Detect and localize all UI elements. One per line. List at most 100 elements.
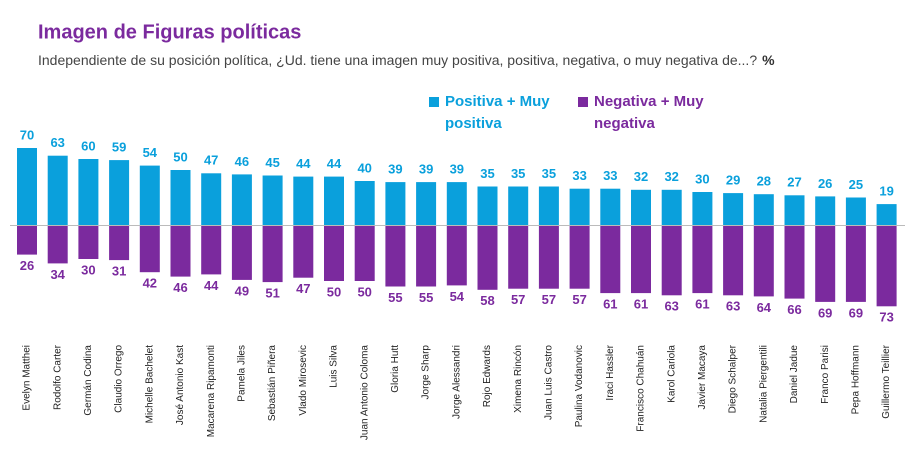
value-label: 39 — [419, 162, 433, 177]
value-label: 32 — [634, 169, 648, 184]
value-label: 28 — [757, 174, 771, 189]
bar — [876, 204, 897, 225]
bar — [508, 226, 529, 289]
bar — [538, 186, 559, 225]
value-label: 64 — [757, 300, 772, 315]
value-label: 30 — [81, 262, 95, 277]
value-label: 35 — [480, 166, 494, 181]
x-tick-label: Daniel Jadue — [789, 345, 800, 404]
x-tick-label: Germán Codina — [83, 345, 94, 416]
value-label: 61 — [695, 297, 709, 312]
value-label: 39 — [388, 162, 402, 177]
bar — [784, 226, 805, 299]
x-tick-label: Macarena Ripamonti — [206, 345, 217, 437]
bar — [262, 175, 283, 225]
value-label: 54 — [143, 145, 158, 160]
bar — [723, 193, 744, 225]
subtitle-text: Independiente de su posición política, ¿… — [38, 52, 757, 68]
x-tick-label: Guillermo Teillier — [881, 344, 892, 418]
value-label: 55 — [419, 290, 433, 305]
x-tick-label: Juan Luis Castro — [544, 345, 555, 420]
bar — [416, 182, 437, 225]
value-label: 63 — [50, 135, 64, 150]
legend-swatch — [429, 97, 439, 107]
bar — [845, 197, 866, 225]
bar — [569, 226, 590, 289]
bar — [416, 226, 437, 287]
bar — [446, 182, 467, 225]
x-tick-label: Jorge Sharp — [421, 345, 432, 400]
x-tick-label: José Antonio Kast — [175, 345, 186, 425]
value-label: 50 — [327, 284, 341, 299]
value-label: 33 — [572, 168, 586, 183]
bar — [477, 226, 498, 290]
bar — [385, 226, 406, 287]
value-label: 42 — [143, 276, 157, 291]
legend-swatch — [578, 97, 588, 107]
x-tick-label: Sebastián Piñera — [267, 345, 278, 422]
value-label: 25 — [849, 177, 863, 192]
bar — [293, 226, 314, 278]
value-label: 57 — [572, 292, 586, 307]
x-tick-label: Ximena Rincón — [513, 345, 524, 413]
bar — [815, 226, 836, 302]
value-label: 55 — [388, 290, 402, 305]
value-label: 47 — [296, 281, 310, 296]
bar — [876, 226, 897, 307]
bar — [354, 181, 375, 225]
bar — [600, 226, 621, 294]
x-tick-label: Pamela Jiles — [237, 345, 248, 402]
bar — [477, 186, 498, 225]
bar — [661, 226, 682, 296]
value-label: 60 — [81, 138, 95, 153]
bar — [201, 226, 222, 275]
value-label: 57 — [542, 292, 556, 307]
value-label: 54 — [450, 289, 465, 304]
value-label: 19 — [879, 184, 893, 199]
x-tick-label: Evelyn Matthei — [22, 345, 33, 411]
value-label: 39 — [450, 162, 464, 177]
bar — [231, 226, 252, 280]
legend-item: Positiva + Muy positiva — [429, 91, 557, 135]
value-label: 26 — [20, 258, 34, 273]
chart-title: Imagen de Figuras políticas — [38, 21, 301, 43]
value-label: 44 — [327, 156, 342, 171]
x-tick-label: Franco Parisi — [820, 345, 831, 404]
value-label: 61 — [603, 297, 617, 312]
x-tick-label: Rojo Edwards — [482, 345, 493, 407]
bar — [508, 186, 529, 225]
value-label: 59 — [112, 140, 126, 155]
value-label: 35 — [511, 166, 525, 181]
bar — [385, 182, 406, 225]
bar — [109, 160, 130, 225]
x-tick-label: Diego Schalper — [728, 344, 739, 413]
bar — [569, 188, 590, 225]
bar — [692, 226, 713, 294]
bar — [723, 226, 744, 296]
value-label: 63 — [726, 299, 740, 314]
value-label: 50 — [173, 149, 187, 164]
x-tick-label: Iraci Hassler — [605, 344, 616, 400]
bar — [139, 165, 160, 225]
bar — [17, 226, 37, 255]
bar — [109, 226, 130, 261]
value-label: 44 — [204, 278, 219, 293]
x-tick-label: Luis Silva — [329, 345, 340, 388]
bar — [600, 188, 621, 225]
value-label: 63 — [664, 299, 678, 314]
value-label: 45 — [265, 155, 279, 170]
x-tick-label: Rodolfo Carter — [52, 344, 63, 410]
bar — [78, 159, 99, 225]
bar — [47, 226, 68, 264]
x-tick-label: Vlado Mirosevic — [298, 345, 309, 416]
value-label: 58 — [480, 293, 494, 308]
value-label: 46 — [173, 280, 187, 295]
legend-label: Positiva + Muy positiva — [445, 93, 550, 132]
unit: % — [762, 52, 775, 68]
x-tick-label: Juan Antonio Coloma — [359, 345, 370, 441]
bar — [815, 196, 836, 225]
bar — [47, 155, 68, 225]
bar — [538, 226, 559, 289]
bar — [170, 226, 191, 277]
value-label: 57 — [511, 292, 525, 307]
